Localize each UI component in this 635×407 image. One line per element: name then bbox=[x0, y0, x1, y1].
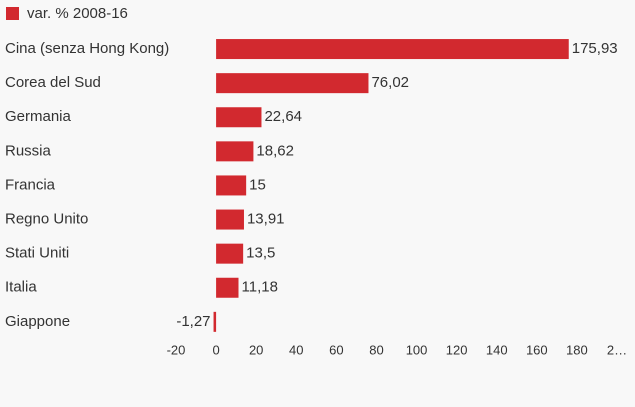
value-label: 18,62 bbox=[256, 142, 294, 159]
y-tick-label: Germania bbox=[5, 108, 72, 125]
y-tick-label: Cina (senza Hong Kong) bbox=[5, 40, 169, 57]
bar bbox=[216, 107, 262, 128]
bar bbox=[216, 39, 569, 60]
value-label: 76,02 bbox=[371, 74, 409, 91]
bar bbox=[216, 209, 244, 230]
bar bbox=[213, 311, 217, 332]
x-tick-label: 140 bbox=[486, 342, 508, 357]
x-tick-label: 160 bbox=[526, 342, 548, 357]
value-label: 13,91 bbox=[247, 211, 285, 228]
value-label: -1,27 bbox=[176, 313, 210, 330]
x-tick-label: 2… bbox=[607, 342, 627, 357]
legend-label: var. % 2008-16 bbox=[27, 5, 128, 22]
value-label: 15 bbox=[249, 176, 266, 193]
value-label: 11,18 bbox=[242, 279, 278, 296]
x-tick-label: 60 bbox=[329, 342, 343, 357]
bar bbox=[216, 141, 254, 162]
y-tick-label: Italia bbox=[5, 279, 37, 296]
y-tick-label: Corea del Sud bbox=[5, 74, 101, 91]
legend-swatch bbox=[6, 7, 19, 20]
y-tick-label: Russia bbox=[5, 142, 52, 159]
bar bbox=[216, 277, 239, 298]
y-tick-label: Giappone bbox=[5, 313, 70, 330]
value-label: 175,93 bbox=[572, 40, 618, 57]
value-label: 22,64 bbox=[264, 108, 302, 125]
y-tick-label: Regno Unito bbox=[5, 211, 88, 228]
bar bbox=[216, 243, 244, 264]
x-tick-label: 80 bbox=[369, 342, 383, 357]
y-tick-label: Francia bbox=[5, 176, 56, 193]
bar bbox=[216, 73, 369, 94]
value-label: 13,5 bbox=[246, 245, 275, 262]
x-tick-label: 20 bbox=[249, 342, 263, 357]
x-tick-label: 120 bbox=[446, 342, 468, 357]
x-tick-label: 180 bbox=[566, 342, 588, 357]
bar bbox=[216, 175, 247, 196]
x-tick-label: 40 bbox=[289, 342, 303, 357]
x-tick-label: 0 bbox=[212, 342, 219, 357]
x-tick-label: 100 bbox=[406, 342, 428, 357]
x-tick-label: -20 bbox=[167, 342, 186, 357]
y-tick-label: Stati Uniti bbox=[5, 245, 69, 262]
